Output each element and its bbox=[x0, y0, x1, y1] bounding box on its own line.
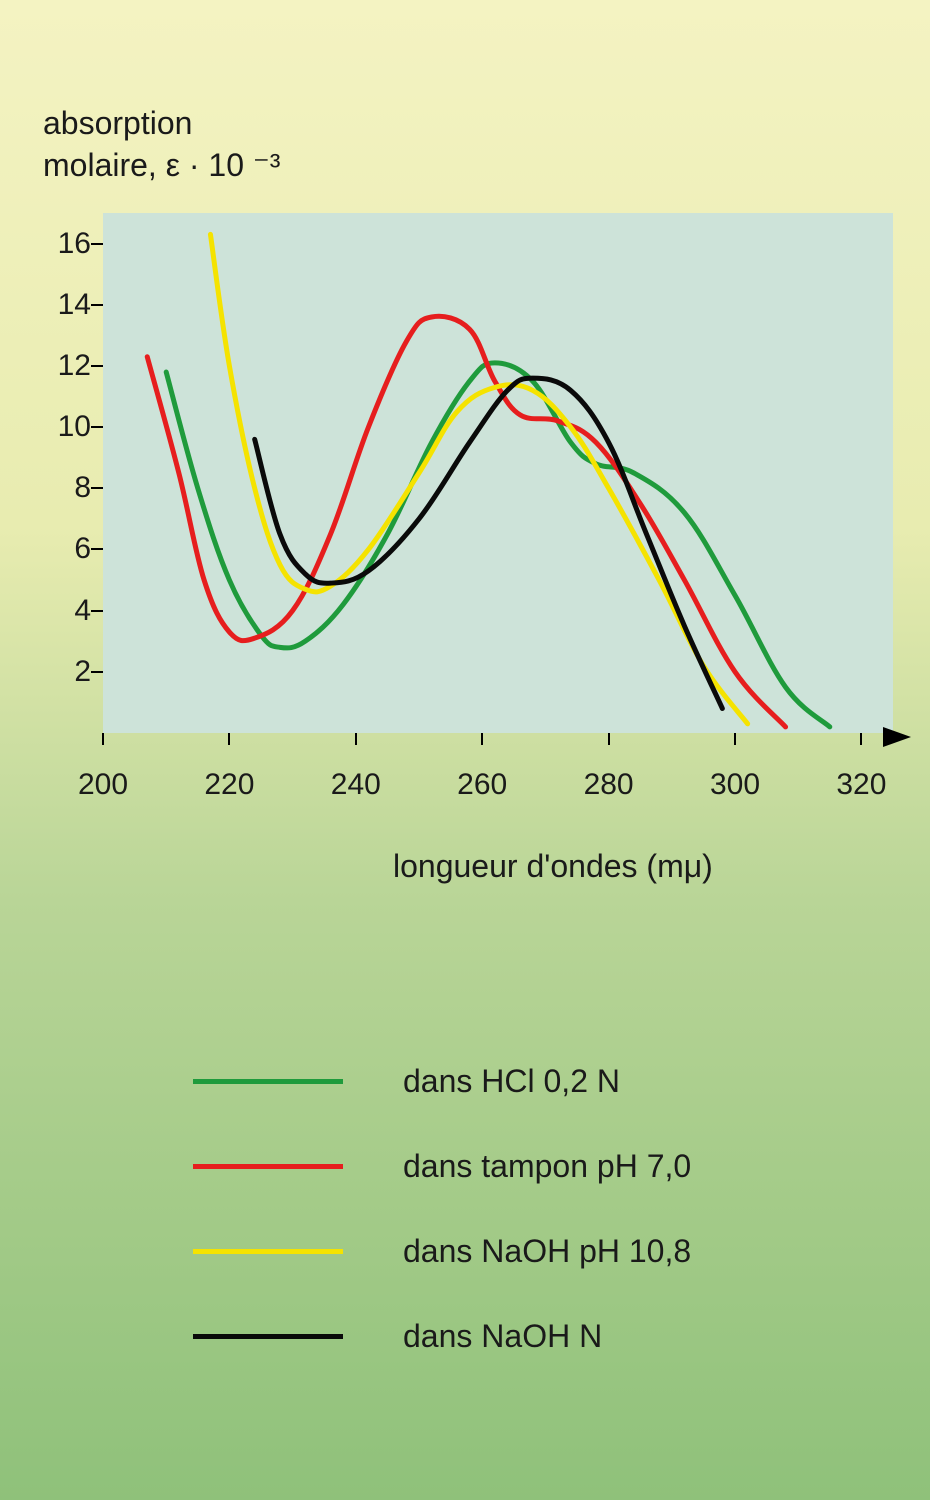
y-tick-label: 4 bbox=[51, 594, 91, 628]
y-tick-mark bbox=[91, 304, 103, 306]
x-tick-label: 200 bbox=[78, 768, 128, 802]
y-tick-label: 8 bbox=[51, 471, 91, 505]
x-tick-label: 240 bbox=[331, 768, 381, 802]
x-tick-mark bbox=[734, 733, 736, 745]
x-axis-arrowhead bbox=[883, 727, 911, 747]
legend-label-0: dans HCl 0,2 N bbox=[403, 1063, 620, 1100]
x-tick-mark bbox=[481, 733, 483, 745]
legend-swatch-2 bbox=[193, 1249, 343, 1254]
legend-item-1: dans tampon pH 7,0 bbox=[193, 1148, 691, 1185]
y-axis-label-line1: absorption bbox=[43, 105, 192, 141]
x-tick-label: 280 bbox=[584, 768, 634, 802]
x-tick-label: 260 bbox=[457, 768, 507, 802]
y-tick-label: 10 bbox=[51, 410, 91, 444]
y-tick-label: 6 bbox=[51, 532, 91, 566]
x-tick-mark bbox=[860, 733, 862, 745]
y-tick-mark bbox=[91, 365, 103, 367]
y-axis-label: absorption molaire, ε · 10 ⁻³ bbox=[43, 103, 280, 186]
x-tick-label: 320 bbox=[836, 768, 886, 802]
x-tick-mark bbox=[355, 733, 357, 745]
y-tick-label: 16 bbox=[51, 227, 91, 261]
legend-item-0: dans HCl 0,2 N bbox=[193, 1063, 691, 1100]
y-tick-mark bbox=[91, 426, 103, 428]
curves-svg bbox=[103, 213, 893, 733]
legend: dans HCl 0,2 N dans tampon pH 7,0 dans N… bbox=[193, 1063, 691, 1403]
x-axis-label: longueur d'ondes (mμ) bbox=[393, 848, 713, 885]
x-tick-mark bbox=[102, 733, 104, 745]
plot-area-wrap: 246810121416 200220240260280300320 bbox=[103, 213, 893, 733]
y-tick-mark bbox=[91, 487, 103, 489]
legend-item-3: dans NaOH N bbox=[193, 1318, 691, 1355]
y-axis-label-line2: molaire, ε · 10 ⁻³ bbox=[43, 147, 280, 183]
y-tick-label: 12 bbox=[51, 349, 91, 383]
x-tick-label: 220 bbox=[204, 768, 254, 802]
y-tick-mark bbox=[91, 548, 103, 550]
legend-swatch-0 bbox=[193, 1079, 343, 1084]
y-tick-label: 14 bbox=[51, 288, 91, 322]
y-tick-mark bbox=[91, 243, 103, 245]
chart-container: absorption molaire, ε · 10 ⁻³ 2468101214… bbox=[3, 3, 927, 1497]
legend-label-3: dans NaOH N bbox=[403, 1318, 602, 1355]
legend-item-2: dans NaOH pH 10,8 bbox=[193, 1233, 691, 1270]
legend-label-2: dans NaOH pH 10,8 bbox=[403, 1233, 691, 1270]
legend-label-1: dans tampon pH 7,0 bbox=[403, 1148, 691, 1185]
x-tick-label: 300 bbox=[710, 768, 760, 802]
curve-green bbox=[166, 363, 830, 727]
y-tick-label: 2 bbox=[51, 655, 91, 689]
y-tick-mark bbox=[91, 671, 103, 673]
x-tick-mark bbox=[228, 733, 230, 745]
legend-swatch-3 bbox=[193, 1334, 343, 1339]
y-tick-mark bbox=[91, 610, 103, 612]
curve-yellow bbox=[210, 234, 747, 723]
legend-swatch-1 bbox=[193, 1164, 343, 1169]
x-tick-mark bbox=[608, 733, 610, 745]
